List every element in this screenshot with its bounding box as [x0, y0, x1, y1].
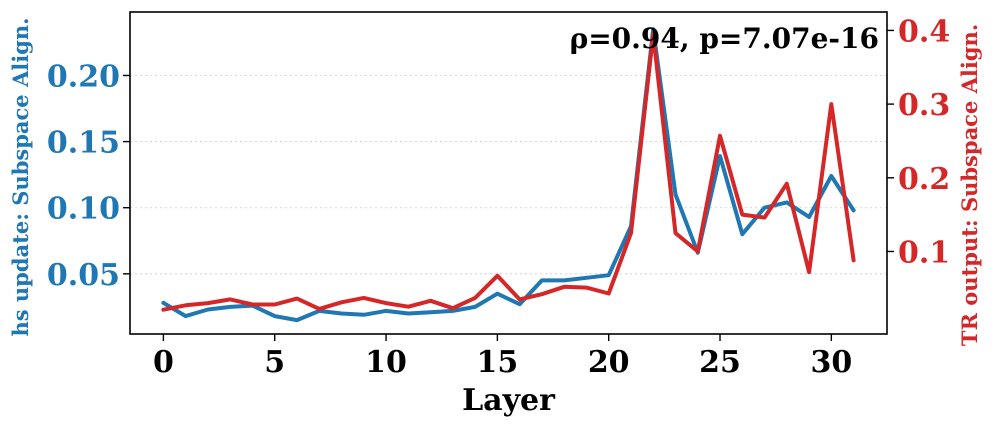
tr-output-point [829, 102, 833, 106]
right-y-axis-label: TR output: Subspace Align. [957, 24, 982, 346]
hs-update-point [429, 310, 433, 314]
left-y-tick-label: 0.15 [47, 126, 120, 161]
ticks: 0 5 10 15 20 25 30 0.05 0.10 0.15 0.20 0.1 0.2 0.3 0.4 [47, 14, 950, 380]
tr-output-point [317, 307, 321, 311]
x-tick-label: 30 [810, 345, 852, 380]
left-y-tick-label: 0.05 [47, 258, 120, 293]
tr-output-point [763, 216, 767, 220]
tr-output-point [206, 301, 210, 305]
hs-update-point [228, 305, 232, 309]
hs-update-point [807, 215, 811, 219]
hs-update-point [295, 318, 299, 322]
hs-update-point [740, 232, 744, 236]
tr-output-point [273, 303, 277, 307]
tr-output-point [473, 296, 477, 300]
tr-output-point [740, 213, 744, 217]
hs-update-point [184, 314, 188, 318]
hs-update-point [340, 312, 344, 316]
hs-update-point [518, 302, 522, 306]
x-tick-label: 10 [365, 345, 407, 380]
x-tick-label: 5 [264, 345, 285, 380]
x-tick-label: 15 [476, 345, 518, 380]
x-tick-label: 25 [699, 345, 741, 380]
right-y-tick-label: 0.2 [898, 162, 950, 197]
hs-update-point [785, 200, 789, 204]
tr-output-point [184, 303, 188, 307]
hs-update-point [607, 273, 611, 277]
plot-frame [129, 11, 888, 335]
tr-output-point [584, 286, 588, 290]
tr-output-series-line [161, 32, 856, 312]
hs-update-point [406, 312, 410, 316]
hs-update-point [540, 278, 544, 282]
tr-output-point [540, 292, 544, 296]
tr-output-point [161, 308, 165, 312]
hs-update-point [384, 309, 388, 313]
hs-update-point [584, 276, 588, 280]
tr-output-point [362, 296, 366, 300]
x-tick-label: 20 [588, 345, 630, 380]
tr-output-point [629, 231, 633, 235]
tr-output-point [607, 291, 611, 295]
x-tick-label: 0 [153, 345, 174, 380]
tr-output-point [384, 301, 388, 305]
hs-update-point [562, 278, 566, 282]
hs-update-series-line [161, 27, 856, 323]
left-y-tick-label: 0.10 [47, 192, 120, 227]
hs-update-point [473, 305, 477, 309]
hs-update-point [763, 206, 767, 210]
right-y-tick-label: 0.3 [898, 88, 950, 123]
tr-output-point [250, 303, 254, 307]
x-axis-label: Layer [462, 383, 556, 418]
tr-output-point [696, 249, 700, 253]
tr-output-point [852, 258, 856, 262]
tr-output-point [340, 300, 344, 304]
tr-output-point [429, 299, 433, 303]
tr-output-point [228, 297, 232, 301]
tr-output-point [495, 274, 499, 278]
correlation-annotation: ρ=0.94, p=7.07e-16 [570, 22, 879, 55]
right-y-tick-label: 0.1 [898, 235, 950, 270]
right-y-tick-label: 0.4 [898, 14, 950, 49]
hs-update-point [495, 292, 499, 296]
hs-update-point [273, 314, 277, 318]
tr-output-point [785, 182, 789, 186]
series-lines [161, 27, 856, 323]
tr-output-point [562, 285, 566, 289]
tr-output-point [295, 297, 299, 301]
hs-update-point [206, 308, 210, 312]
tr-output-point [807, 270, 811, 274]
tr-output-point [518, 297, 522, 301]
hs-update-point [673, 192, 677, 196]
hs-update-point [852, 208, 856, 212]
tr-output-point [451, 306, 455, 310]
tr-output-point [673, 231, 677, 235]
hs-update-point [161, 301, 165, 305]
hs-update-point [362, 313, 366, 317]
hs-update-point [718, 154, 722, 158]
left-y-axis-label: hs update: Subspace Align. [8, 18, 33, 337]
tr-output-point [718, 134, 722, 138]
left-y-tick-label: 0.20 [47, 59, 120, 94]
gridlines [130, 75, 887, 275]
tr-output-point [406, 305, 410, 309]
hs-update-point [829, 174, 833, 178]
